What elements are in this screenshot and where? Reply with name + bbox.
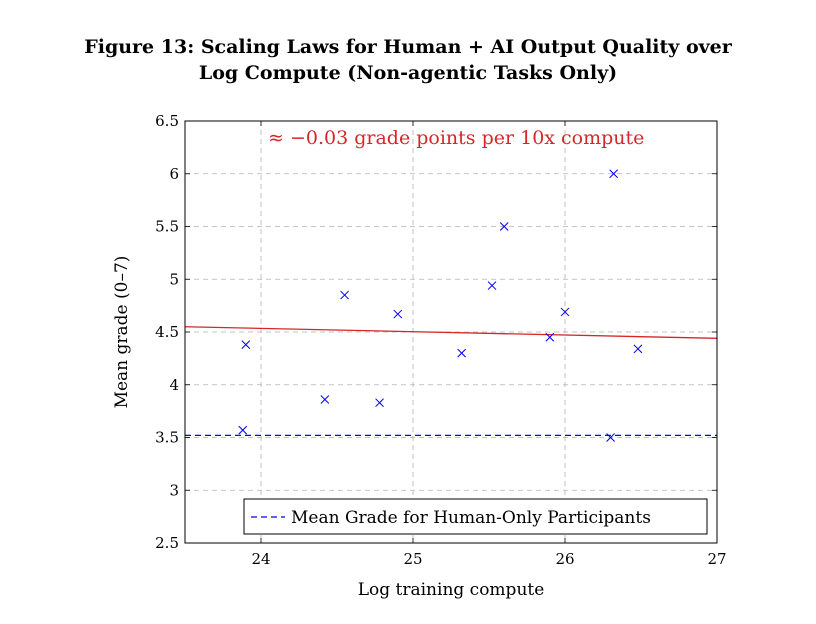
data-point-stroke	[238, 425, 248, 435]
data-point-stroke	[457, 348, 466, 358]
data-point-stroke	[393, 309, 403, 319]
trend-line	[184, 326, 718, 339]
data-point	[545, 332, 555, 342]
y-tick-label: 5	[169, 270, 179, 288]
data-point	[320, 395, 330, 404]
y-tick-label: 6	[169, 165, 179, 183]
data-point-stroke	[340, 290, 349, 300]
data-point	[487, 281, 497, 290]
y-tick-label: 2.5	[155, 534, 179, 552]
data-point	[375, 398, 384, 408]
x-tick-label: 26	[555, 550, 574, 568]
axis-ticks: 24 25 26 27 2.5 3 3.5 4 4.5 5 5.5 6 6.5	[155, 112, 726, 568]
trend-annotation: ≈ −0.03 grade points per 10x compute	[268, 127, 644, 149]
data-point	[606, 433, 615, 442]
x-tick-label: 24	[251, 550, 270, 568]
data-point-stroke	[545, 332, 555, 342]
data-point	[609, 169, 618, 179]
data-point-stroke	[320, 395, 330, 404]
figure-title: Figure 13: Scaling Laws for Human + AI O…	[0, 34, 816, 86]
data-point-stroke	[609, 169, 618, 179]
data-point	[560, 307, 570, 317]
y-axis-label: Mean grade (0–7)	[112, 256, 132, 409]
y-tick-label: 4.5	[155, 323, 179, 341]
y-tick-label: 4	[169, 376, 179, 394]
y-tick-label: 5.5	[155, 218, 179, 236]
y-tick-label: 3.5	[155, 429, 179, 447]
figure-title-line-2: Log Compute (Non-agentic Tasks Only)	[198, 62, 618, 84]
y-tick-label: 6.5	[155, 112, 179, 130]
legend-label: Mean Grade for Human-Only Participants	[291, 508, 651, 528]
data-point-stroke	[375, 398, 384, 408]
x-tick-label: 25	[403, 550, 422, 568]
x-axis-label: Log training compute	[358, 580, 545, 600]
legend: Mean Grade for Human-Only Participants	[243, 498, 708, 535]
data-point	[340, 290, 349, 300]
data-point	[393, 309, 403, 319]
data-point	[499, 222, 509, 231]
data-points	[238, 169, 643, 442]
data-point-stroke	[499, 222, 509, 231]
data-point-stroke	[487, 281, 497, 290]
figure-title-line-1: Figure 13: Scaling Laws for Human + AI O…	[84, 36, 732, 58]
data-point-stroke	[241, 340, 251, 350]
y-tick-label: 3	[169, 481, 179, 499]
data-point	[238, 425, 248, 435]
data-point	[633, 344, 643, 354]
data-point	[457, 348, 466, 358]
data-point-stroke	[606, 433, 615, 442]
x-tick-label: 27	[707, 550, 726, 568]
data-point-stroke	[633, 344, 643, 354]
data-point	[241, 340, 251, 350]
data-point-stroke	[560, 307, 570, 317]
trend-line-group	[184, 326, 718, 339]
legend-box	[243, 498, 708, 535]
